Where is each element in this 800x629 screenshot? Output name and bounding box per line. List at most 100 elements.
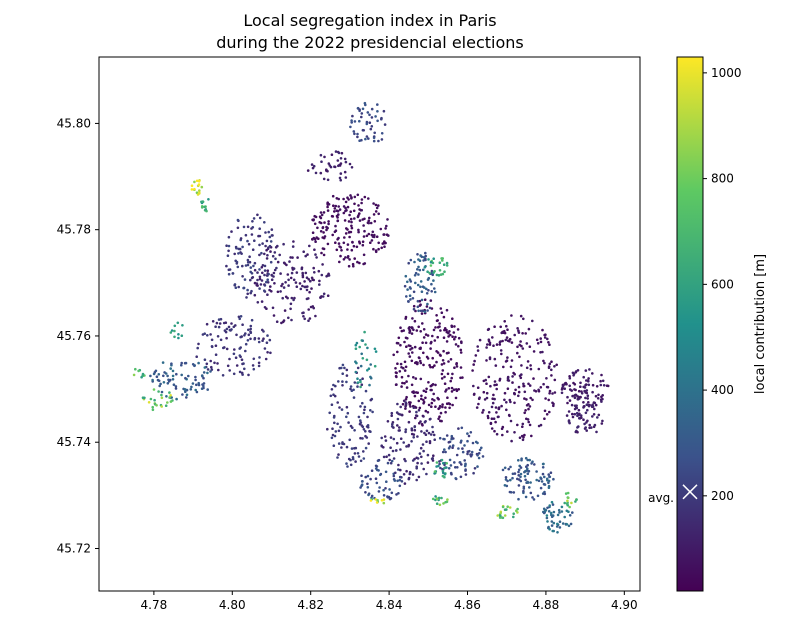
map-point [143, 396, 146, 400]
map-point [318, 283, 321, 286]
map-point [518, 478, 521, 481]
map-point [157, 373, 161, 376]
map-point [547, 366, 551, 370]
map-point [371, 235, 375, 238]
map-point [353, 132, 356, 136]
map-point [181, 324, 184, 327]
map-point [359, 385, 362, 389]
map-point [249, 331, 253, 335]
map-point [247, 242, 251, 246]
map-point [547, 510, 551, 513]
map-point [286, 273, 290, 276]
map-point [433, 339, 437, 342]
map-point [313, 222, 317, 226]
map-point [325, 225, 328, 229]
map-point [519, 472, 523, 476]
map-point [342, 205, 346, 208]
map-point [267, 230, 271, 234]
map-point [425, 287, 428, 291]
map-point [460, 426, 464, 430]
map-point [345, 445, 349, 449]
map-point [262, 330, 265, 333]
map-point [237, 252, 240, 255]
map-point [530, 434, 533, 438]
map-point [245, 296, 248, 299]
map-point [380, 138, 384, 141]
map-point [266, 334, 269, 337]
map-point [246, 258, 250, 262]
map-point [558, 526, 562, 529]
map-point [452, 388, 456, 392]
map-point [476, 465, 479, 468]
map-point [433, 399, 436, 402]
map-point [399, 437, 403, 441]
map-point [366, 415, 369, 419]
map-point [354, 370, 358, 374]
map-point [510, 341, 514, 344]
map-point [360, 208, 364, 212]
map-point [512, 371, 515, 375]
map-point [237, 285, 240, 289]
map-point [455, 365, 459, 368]
map-point [498, 516, 502, 519]
map-point [327, 220, 330, 223]
map-point [339, 157, 343, 160]
map-point [445, 340, 449, 343]
map-point [445, 330, 449, 334]
map-point [241, 245, 244, 249]
map-point [531, 496, 534, 499]
map-point [448, 406, 451, 410]
map-point [249, 327, 252, 331]
map-point [331, 194, 335, 198]
map-point [373, 220, 377, 223]
map-point [528, 486, 531, 489]
map-point [305, 276, 309, 280]
map-point [375, 206, 379, 210]
map-point [406, 337, 409, 340]
map-point [344, 256, 347, 259]
map-point [386, 461, 390, 465]
map-point [344, 176, 348, 179]
map-point [545, 377, 548, 380]
map-point [374, 467, 378, 470]
map-point [441, 450, 445, 454]
map-point [592, 401, 596, 404]
x-tick-label: 4.86 [454, 598, 481, 612]
map-point [267, 272, 270, 276]
map-point [206, 371, 209, 375]
map-point [354, 446, 358, 450]
map-point [537, 389, 541, 393]
map-point [503, 508, 507, 512]
map-point [402, 366, 405, 370]
map-point [574, 370, 578, 373]
map-point [319, 230, 323, 233]
map-point [503, 320, 507, 323]
map-point [471, 441, 475, 445]
map-point [500, 404, 503, 408]
map-point [361, 401, 364, 405]
map-point [341, 380, 344, 383]
map-point [433, 364, 436, 367]
map-point [215, 321, 219, 325]
map-point [431, 430, 435, 434]
map-point [392, 353, 396, 357]
map-point [370, 239, 374, 242]
map-point [352, 244, 356, 248]
map-point [515, 509, 518, 512]
map-point [361, 437, 364, 440]
map-point [523, 390, 527, 394]
map-point [443, 382, 447, 386]
map-point [425, 440, 428, 444]
map-point [513, 333, 516, 337]
map-point [414, 281, 417, 285]
map-point [433, 287, 436, 290]
map-point [322, 211, 326, 214]
map-point [154, 369, 158, 373]
map-point [350, 248, 354, 252]
map-point [391, 422, 394, 426]
map-point [307, 308, 311, 311]
map-point [375, 501, 379, 504]
map-point [601, 379, 605, 383]
map-point [547, 341, 550, 344]
y-tick-label: 45.80 [57, 116, 91, 130]
